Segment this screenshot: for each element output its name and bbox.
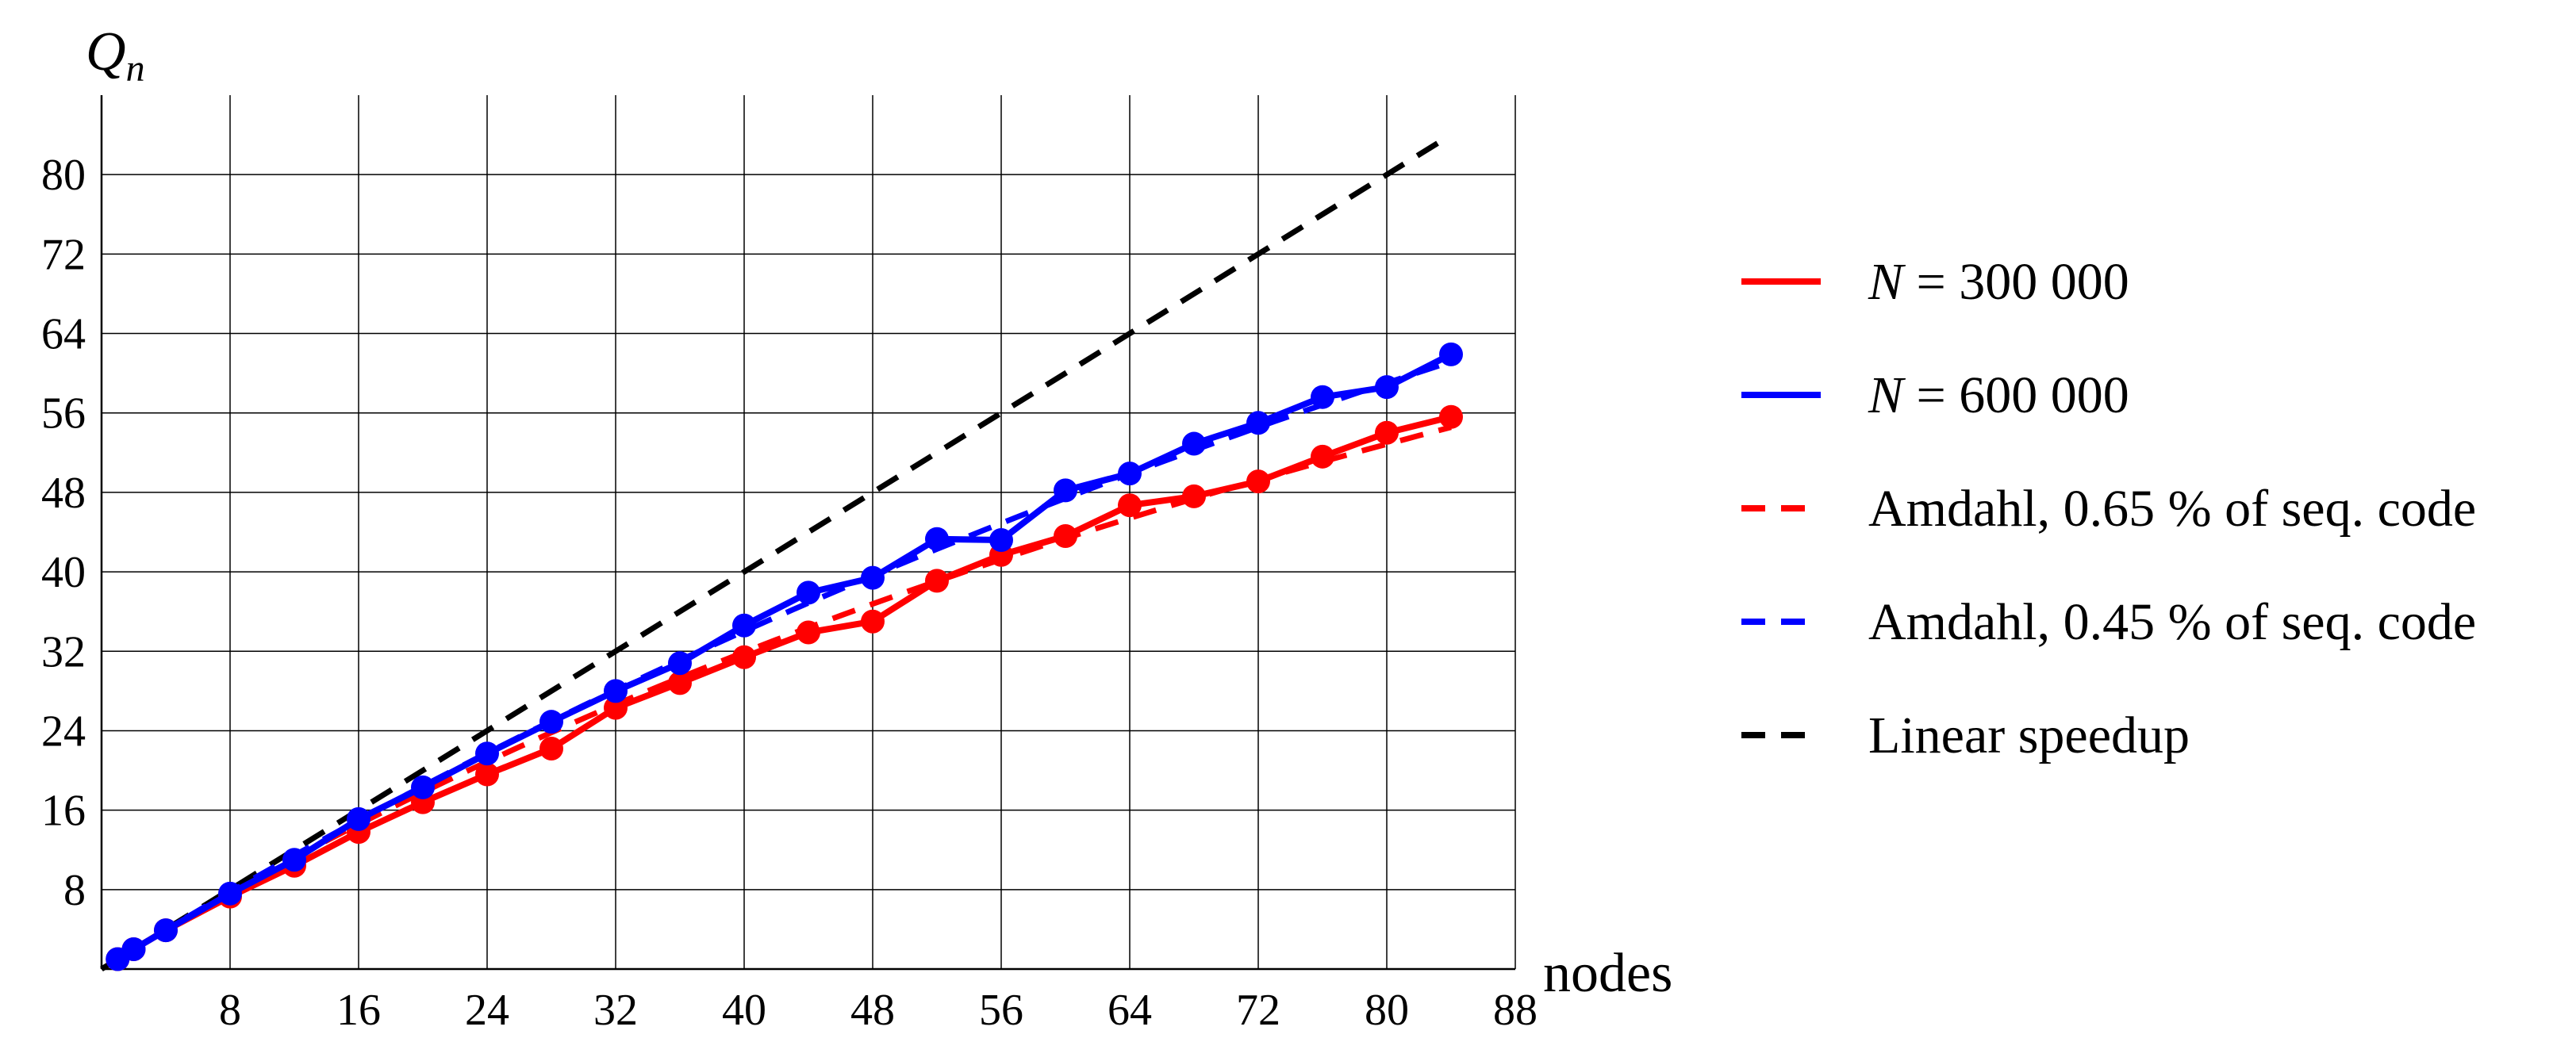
data-point bbox=[411, 775, 435, 799]
y-tick-label: 24 bbox=[41, 707, 86, 756]
data-point bbox=[1375, 375, 1399, 400]
data-point bbox=[1311, 385, 1334, 409]
data-point bbox=[121, 937, 146, 961]
data-point bbox=[604, 679, 628, 703]
data-point bbox=[539, 736, 563, 760]
y-tick-label: 32 bbox=[41, 627, 86, 676]
series-line bbox=[116, 413, 1452, 962]
data-point bbox=[539, 710, 563, 734]
data-point bbox=[732, 645, 756, 669]
x-tick-label: 56 bbox=[979, 986, 1023, 1035]
data-point bbox=[475, 741, 499, 766]
series-line bbox=[100, 132, 1453, 971]
grid bbox=[102, 95, 1516, 969]
data-point bbox=[218, 881, 242, 906]
data-point bbox=[1375, 420, 1399, 445]
data-point bbox=[925, 527, 949, 551]
y-tick-label: 40 bbox=[41, 548, 86, 597]
data-point bbox=[1054, 524, 1077, 549]
y-tick-label: 48 bbox=[41, 469, 86, 518]
legend-label: Amdahl, 0.45 % of seq. code bbox=[1868, 593, 2476, 651]
data-point bbox=[1118, 493, 1142, 518]
data-point bbox=[668, 651, 692, 676]
data-point bbox=[1246, 411, 1270, 435]
data-point bbox=[475, 762, 499, 787]
data-point bbox=[347, 806, 370, 831]
data-point bbox=[797, 620, 820, 645]
y-tick-label: 72 bbox=[41, 230, 86, 279]
data-point bbox=[1311, 444, 1334, 469]
data-point bbox=[1246, 469, 1270, 494]
data-point bbox=[282, 848, 306, 872]
data-point bbox=[1439, 404, 1463, 429]
data-point bbox=[732, 613, 756, 638]
x-tick-label: 48 bbox=[850, 986, 895, 1035]
x-tick-label: 24 bbox=[465, 986, 509, 1035]
y-tick-label: 16 bbox=[41, 787, 86, 836]
data-point bbox=[1054, 478, 1077, 503]
legend-label: Linear speedup bbox=[1868, 707, 2190, 764]
legend-label: N = 600 000 bbox=[1868, 366, 2129, 424]
x-tick-label: 72 bbox=[1236, 986, 1280, 1035]
data-point bbox=[1182, 484, 1206, 508]
data-point bbox=[797, 580, 820, 605]
y-tick-label: 64 bbox=[41, 310, 86, 359]
data-point bbox=[1182, 431, 1206, 456]
y-axis-label: Qn bbox=[86, 21, 145, 90]
y-tick-label: 8 bbox=[63, 866, 86, 915]
series-line bbox=[116, 424, 1452, 962]
y-tick-label: 56 bbox=[41, 389, 86, 439]
data-point bbox=[989, 528, 1013, 553]
data-point bbox=[1118, 462, 1142, 486]
data-point bbox=[668, 671, 692, 695]
data-point bbox=[861, 565, 885, 590]
x-tick-label: 40 bbox=[722, 986, 766, 1035]
x-tick-label: 32 bbox=[593, 986, 638, 1035]
series-line bbox=[116, 351, 1453, 962]
data-point bbox=[925, 569, 949, 593]
legend-label: Amdahl, 0.65 % of seq. code bbox=[1868, 480, 2476, 538]
legend: N = 300 000 N = 600 000 Amdahl, 0.65 % of … bbox=[1741, 253, 2476, 764]
x-tick-label: 64 bbox=[1108, 986, 1152, 1035]
series-line bbox=[116, 358, 1453, 962]
data-point bbox=[861, 609, 885, 634]
data-point bbox=[604, 695, 628, 720]
legend-label: N = 300 000 bbox=[1868, 253, 2129, 311]
data-point bbox=[1439, 342, 1463, 366]
x-tick-label: 16 bbox=[336, 986, 381, 1035]
x-tick-label: 8 bbox=[219, 986, 241, 1035]
x-tick-label: 88 bbox=[1493, 986, 1538, 1035]
axes bbox=[100, 95, 1515, 971]
y-tick-label: 80 bbox=[41, 151, 86, 200]
data-point bbox=[154, 918, 178, 943]
x-tick-label: 80 bbox=[1365, 986, 1409, 1035]
series-group bbox=[100, 132, 1463, 971]
x-axis-label: nodes bbox=[1543, 943, 1672, 1004]
